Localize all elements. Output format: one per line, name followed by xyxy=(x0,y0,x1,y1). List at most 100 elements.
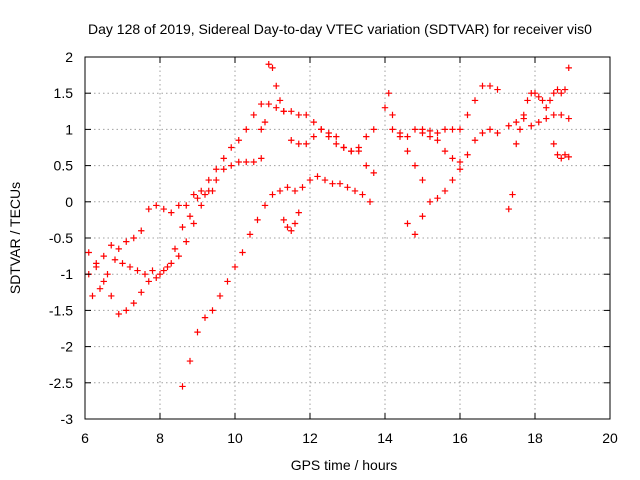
data-point xyxy=(411,126,419,133)
data-point xyxy=(486,126,494,133)
data-point xyxy=(209,187,216,195)
data-point xyxy=(179,383,186,390)
data-point xyxy=(89,292,96,300)
data-point xyxy=(134,267,141,274)
data-point xyxy=(276,187,284,195)
y-tick-label: 0.5 xyxy=(54,158,74,174)
data-point xyxy=(370,126,377,133)
data-point xyxy=(130,299,137,307)
data-point xyxy=(494,129,501,137)
data-point xyxy=(531,90,539,97)
data-point xyxy=(449,126,456,133)
data-point xyxy=(389,111,396,119)
data-point xyxy=(213,176,220,184)
data-point xyxy=(303,140,310,148)
data-point xyxy=(198,187,205,195)
series-8 xyxy=(389,126,426,184)
data-point xyxy=(561,151,569,158)
data-point xyxy=(554,151,561,158)
data-point xyxy=(494,86,501,93)
data-point xyxy=(183,238,190,245)
series-13 xyxy=(550,140,572,162)
data-point xyxy=(288,137,295,144)
data-point xyxy=(558,111,565,119)
data-point xyxy=(535,93,542,101)
y-tick-label: -0.5 xyxy=(49,230,73,246)
x-axis-title: GPS time / hours xyxy=(291,457,398,473)
data-point xyxy=(220,166,227,173)
data-point xyxy=(243,126,250,133)
data-point xyxy=(359,191,366,198)
data-point xyxy=(520,115,527,122)
data-point xyxy=(426,133,434,140)
data-point xyxy=(288,108,295,115)
data-point xyxy=(295,140,302,148)
data-point xyxy=(295,209,302,216)
data-point xyxy=(419,129,426,137)
data-point xyxy=(183,202,190,209)
x-tick-labels: 6 8 10 12 14 16 18 20 xyxy=(81,430,618,446)
data-point xyxy=(280,108,287,115)
data-point xyxy=(201,314,209,321)
data-point xyxy=(535,118,542,126)
data-point xyxy=(269,191,276,198)
data-point xyxy=(284,184,291,191)
data-point xyxy=(524,97,531,104)
data-point xyxy=(246,231,254,238)
data-point xyxy=(554,86,561,93)
data-point xyxy=(321,176,329,184)
data-point xyxy=(539,97,546,104)
x-tick-label: 10 xyxy=(227,430,243,446)
data-points xyxy=(85,61,572,390)
data-point xyxy=(228,162,235,169)
data-point xyxy=(471,97,479,104)
data-point xyxy=(404,147,411,155)
data-point xyxy=(546,97,554,104)
data-point xyxy=(396,133,404,140)
data-point xyxy=(269,64,276,72)
data-point xyxy=(104,271,111,278)
data-point xyxy=(295,111,302,119)
data-point xyxy=(119,260,126,267)
data-point xyxy=(310,118,317,126)
data-point xyxy=(261,118,269,126)
data-point xyxy=(528,122,535,129)
data-point xyxy=(329,180,336,187)
data-point xyxy=(201,191,209,198)
data-point xyxy=(254,216,261,224)
y-tick-label: 2 xyxy=(65,49,73,65)
data-point xyxy=(85,249,92,256)
data-point xyxy=(363,162,370,169)
data-point xyxy=(235,137,242,144)
data-point xyxy=(96,285,104,292)
data-point xyxy=(306,176,314,184)
data-point xyxy=(381,104,389,111)
data-point xyxy=(558,90,565,97)
data-point xyxy=(175,202,182,209)
data-point xyxy=(516,126,524,133)
data-point xyxy=(314,173,321,180)
data-point xyxy=(160,267,167,274)
series-6 xyxy=(280,209,302,234)
data-point xyxy=(389,126,396,133)
data-point xyxy=(550,90,557,97)
data-point xyxy=(138,289,145,296)
series-7 xyxy=(381,82,501,140)
x-tick-label: 8 xyxy=(156,430,164,446)
data-point xyxy=(194,194,201,202)
data-point xyxy=(434,129,441,137)
data-point xyxy=(456,166,464,173)
data-point xyxy=(543,104,550,111)
data-point xyxy=(190,220,197,227)
data-point xyxy=(426,198,434,205)
data-point xyxy=(115,245,122,253)
x-tick-label: 16 xyxy=(452,430,468,446)
y-tick-label: -2.5 xyxy=(49,375,73,391)
data-point xyxy=(228,144,235,151)
data-point xyxy=(565,115,572,122)
data-point xyxy=(333,133,340,140)
series-5 xyxy=(288,126,377,155)
data-point xyxy=(153,202,160,209)
data-point xyxy=(558,155,565,162)
data-point xyxy=(479,82,486,90)
